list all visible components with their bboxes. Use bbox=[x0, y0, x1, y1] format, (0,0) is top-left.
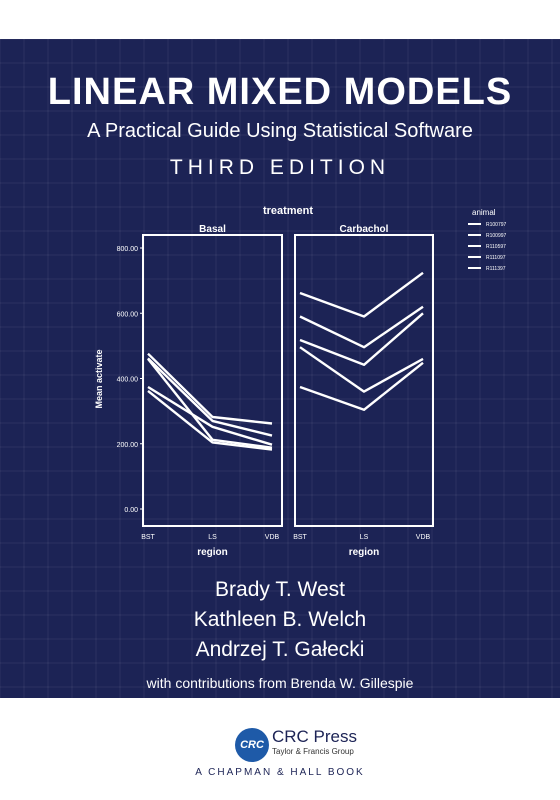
x-tick-label: BST bbox=[293, 534, 307, 541]
series-line bbox=[299, 346, 424, 393]
book-subtitle: A Practical Guide Using Statistical Soft… bbox=[87, 120, 473, 142]
panel-frame bbox=[294, 234, 434, 527]
publisher-block: CRC CRC Press Taylor & Francis Group A C… bbox=[0, 725, 560, 785]
series-line bbox=[147, 358, 273, 449]
series-line bbox=[147, 385, 273, 446]
legend-label: R111097 bbox=[486, 255, 506, 261]
cover-panel: LINEAR MIXED MODELS A Practical Guide Us… bbox=[0, 39, 560, 698]
x-tick-label: VDB bbox=[416, 534, 431, 541]
series-line bbox=[147, 352, 273, 425]
x-axis-title: region bbox=[197, 547, 228, 558]
panel-title: Carbachol bbox=[340, 224, 389, 235]
series-line bbox=[299, 271, 424, 318]
y-axis-title: Mean activate bbox=[94, 349, 104, 408]
author-name: Andrzej T. Gałecki bbox=[195, 638, 365, 661]
legend-label: R111397 bbox=[486, 266, 506, 272]
legend-label: R100997 bbox=[486, 233, 507, 239]
x-tick-label: VDB bbox=[265, 534, 280, 541]
x-tick-label: LS bbox=[208, 534, 217, 541]
crc-logo-icon: CRC bbox=[235, 728, 269, 762]
background-grid bbox=[0, 39, 560, 698]
series-line bbox=[299, 305, 424, 349]
series-line bbox=[147, 357, 273, 437]
legend-title: animal bbox=[472, 208, 496, 217]
y-tick-label: 800.00 bbox=[117, 246, 139, 253]
publisher-name: CRC Press bbox=[272, 727, 358, 746]
legend-label: R100797 bbox=[486, 222, 507, 228]
series-line bbox=[299, 361, 424, 411]
book-title: LINEAR MIXED MODELS bbox=[47, 71, 513, 113]
chart-header: treatment bbox=[263, 205, 313, 217]
imprint-line: A CHAPMAN & HALL BOOK bbox=[195, 767, 365, 778]
x-axis-title: region bbox=[349, 547, 380, 558]
series-line bbox=[299, 312, 424, 366]
y-tick-label: 600.00 bbox=[117, 311, 139, 318]
author-list: Brady T. West Kathleen B. Welch Andrzej … bbox=[0, 575, 560, 665]
y-tick-label: 0.00 bbox=[124, 507, 138, 514]
x-tick-label: LS bbox=[360, 534, 369, 541]
x-tick-label: BST bbox=[141, 534, 155, 541]
cover-chart: treatment Basal BST LS VDB region Carbachol BST… bbox=[94, 205, 507, 558]
legend-label: R110597 bbox=[486, 244, 506, 250]
author-name: Kathleen B. Welch bbox=[193, 608, 367, 631]
author-name: Brady T. West bbox=[215, 578, 345, 601]
y-tick-label: 200.00 bbox=[117, 442, 139, 449]
series-line bbox=[147, 389, 273, 451]
contributions-line: with contributions from Brenda W. Gilles… bbox=[146, 675, 414, 691]
panel-title: Basal bbox=[199, 224, 226, 235]
publisher-group: Taylor & Francis Group bbox=[272, 747, 354, 756]
edition-label: THIRD EDITION bbox=[169, 156, 391, 179]
y-tick-label: 400.00 bbox=[117, 377, 139, 384]
